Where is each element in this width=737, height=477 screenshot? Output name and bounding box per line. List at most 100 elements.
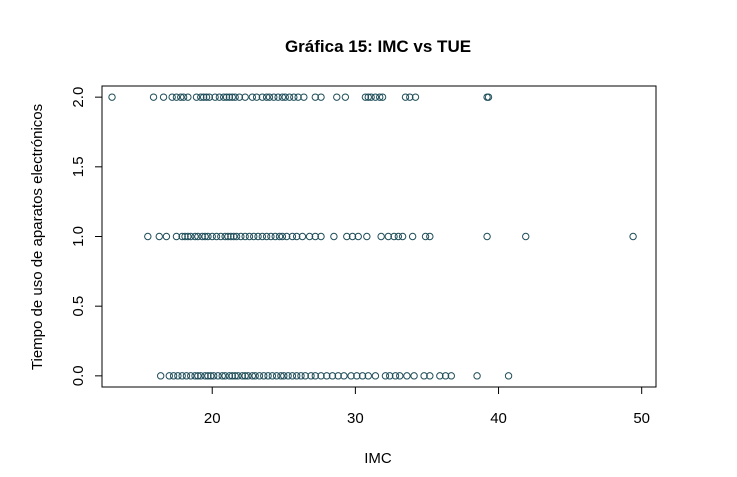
data-point [447,372,455,380]
data-point [197,93,205,101]
data-point [225,372,234,380]
data-point [217,232,225,241]
y-tick-label: 0.0 [70,365,87,386]
data-point [298,232,307,241]
data-point [245,232,254,241]
data-point [211,93,219,101]
data-point [347,372,355,380]
data-point [396,372,404,380]
data-point [343,232,351,241]
data-point [230,232,238,241]
data-point [224,232,232,241]
data-point [191,232,199,241]
data-point [386,372,394,380]
data-point [367,93,375,101]
data-point [277,372,285,380]
data-point [376,93,384,101]
data-point [381,372,390,380]
data-point [364,372,372,380]
data-point [328,372,337,380]
data-point [178,232,186,241]
chart-title: Gráfica 15: IMC vs TUE [285,37,471,56]
data-point [207,372,215,380]
data-point [358,372,367,380]
data-point [232,232,241,241]
data-point [228,372,236,380]
data-point [268,372,277,380]
data-point [403,372,411,380]
data-point [522,232,530,241]
data-point [219,93,228,101]
data-point [187,372,195,380]
data-point [231,372,239,380]
data-point [182,372,191,380]
data-point [254,232,262,241]
data-point [234,372,242,380]
data-point [281,93,289,101]
data-point [278,232,287,241]
data-point [228,93,236,101]
data-point [285,93,294,101]
data-point [201,372,209,380]
data-point [187,232,195,241]
data-point [361,93,370,101]
data-point [420,372,428,380]
data-point [629,232,637,241]
data-point [155,232,163,241]
data-point [159,93,168,101]
data-point [398,232,407,241]
data-point [311,372,319,380]
data-point [294,93,302,101]
data-point [258,232,267,241]
data-point [265,93,274,101]
data-points [108,93,637,380]
data-point [384,232,393,241]
data-point [221,372,229,380]
data-point [334,372,342,380]
data-point [406,93,414,101]
x-tick-label: 40 [490,410,507,427]
data-point [144,232,152,241]
x-tick-label: 20 [204,410,221,427]
data-point [317,93,325,101]
data-point [162,232,171,241]
data-point [255,372,264,380]
data-point [258,93,267,101]
data-point [238,372,246,380]
data-point [305,232,314,241]
data-point [290,93,298,101]
data-point [227,232,235,241]
data-point [354,232,362,241]
data-point [377,232,385,241]
data-point [202,93,211,101]
data-point [252,93,261,101]
data-point [231,93,239,101]
data-point [192,93,201,101]
data-point [311,232,319,241]
data-point [292,372,301,380]
data-point [311,93,319,101]
data-point [194,372,202,380]
data-point [241,232,249,241]
data-point [323,372,331,380]
data-point [149,93,158,101]
data-point [483,232,491,241]
data-point [333,93,341,101]
data-point [179,93,188,101]
data-point [221,232,229,241]
data-point [267,232,275,241]
data-point [262,232,271,241]
data-point [473,372,481,380]
data-point [300,93,308,101]
data-point [169,372,178,380]
data-point [282,232,291,241]
data-point [441,372,450,380]
data-point [401,93,410,101]
data-point [191,372,199,380]
data-point [278,93,287,101]
data-point [280,372,288,380]
data-point [201,232,209,241]
data-point [174,372,182,380]
data-point [184,93,192,101]
data-point [411,93,420,101]
